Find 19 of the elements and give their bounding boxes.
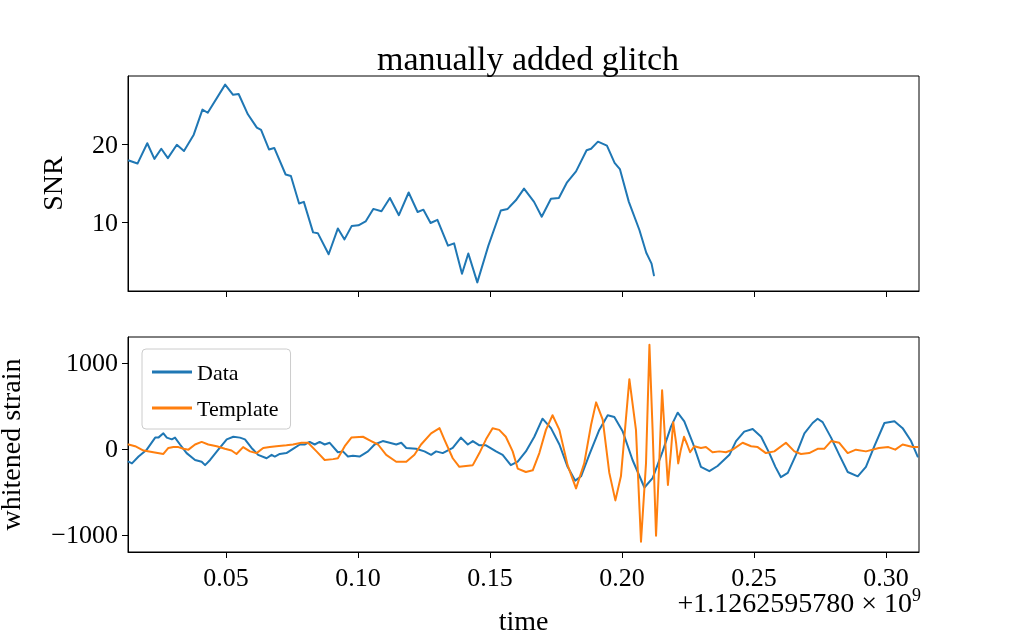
y-tick-label: 10: [92, 207, 118, 237]
y-tick-label: 0: [105, 434, 118, 464]
x-tick-label: 0.25: [731, 562, 777, 592]
legend-label: Data: [197, 359, 239, 385]
y-tick-label: 20: [92, 129, 118, 159]
x-tick-label: 0.20: [599, 562, 645, 592]
y-tick-label: 1000: [66, 348, 118, 378]
legend-label: Template: [197, 395, 279, 421]
x-tick-label: 0.10: [335, 562, 381, 592]
chart-title: manually added glitch: [376, 39, 680, 77]
line-series: [127, 343, 919, 543]
x-tick-label: 0.30: [863, 562, 909, 592]
x-tick-label: 0.15: [467, 562, 513, 592]
x-tick-label: 0.05: [203, 562, 249, 592]
x-axis-title: time: [498, 604, 549, 631]
y-axis-title: whitened strain: [0, 358, 26, 531]
y-tick-label: −1000: [51, 520, 118, 550]
y-axis-title: SNR: [36, 155, 68, 211]
line-series: [127, 83, 655, 284]
